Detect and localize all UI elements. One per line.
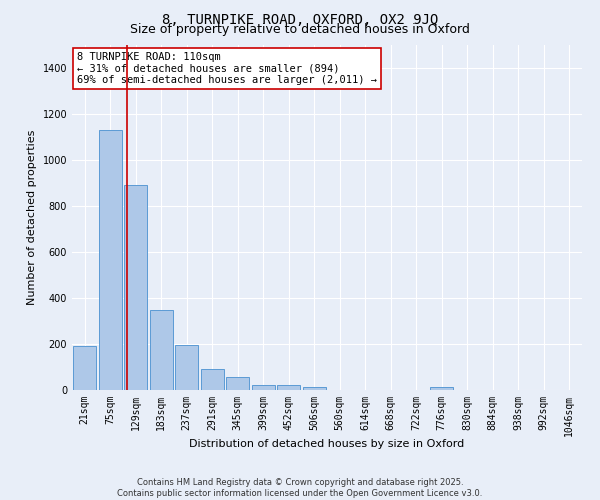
Bar (73, 346, 96, 390)
Text: 8, TURNPIKE ROAD, OXFORD, OX2 9JQ: 8, TURNPIKE ROAD, OXFORD, OX2 9JQ (162, 12, 438, 26)
Bar (124, 186, 147, 390)
Bar (201, 370, 224, 390)
Bar (252, 386, 275, 390)
Bar (99, 130, 122, 390)
Bar (150, 310, 173, 390)
X-axis label: Distribution of detached houses by size in Oxford: Distribution of detached houses by size … (190, 439, 464, 449)
Text: Size of property relative to detached houses in Oxford: Size of property relative to detached ho… (130, 22, 470, 36)
Text: Contains HM Land Registry data © Crown copyright and database right 2025.
Contai: Contains HM Land Registry data © Crown c… (118, 478, 482, 498)
Bar (430, 386, 453, 390)
Bar (303, 387, 326, 390)
Text: 8 TURNPIKE ROAD: 110sqm
← 31% of detached houses are smaller (894)
69% of semi-d: 8 TURNPIKE ROAD: 110sqm ← 31% of detache… (77, 52, 377, 85)
Bar (226, 378, 249, 390)
Bar (277, 386, 300, 390)
Bar (175, 345, 198, 390)
Y-axis label: Number of detached properties: Number of detached properties (27, 130, 37, 305)
